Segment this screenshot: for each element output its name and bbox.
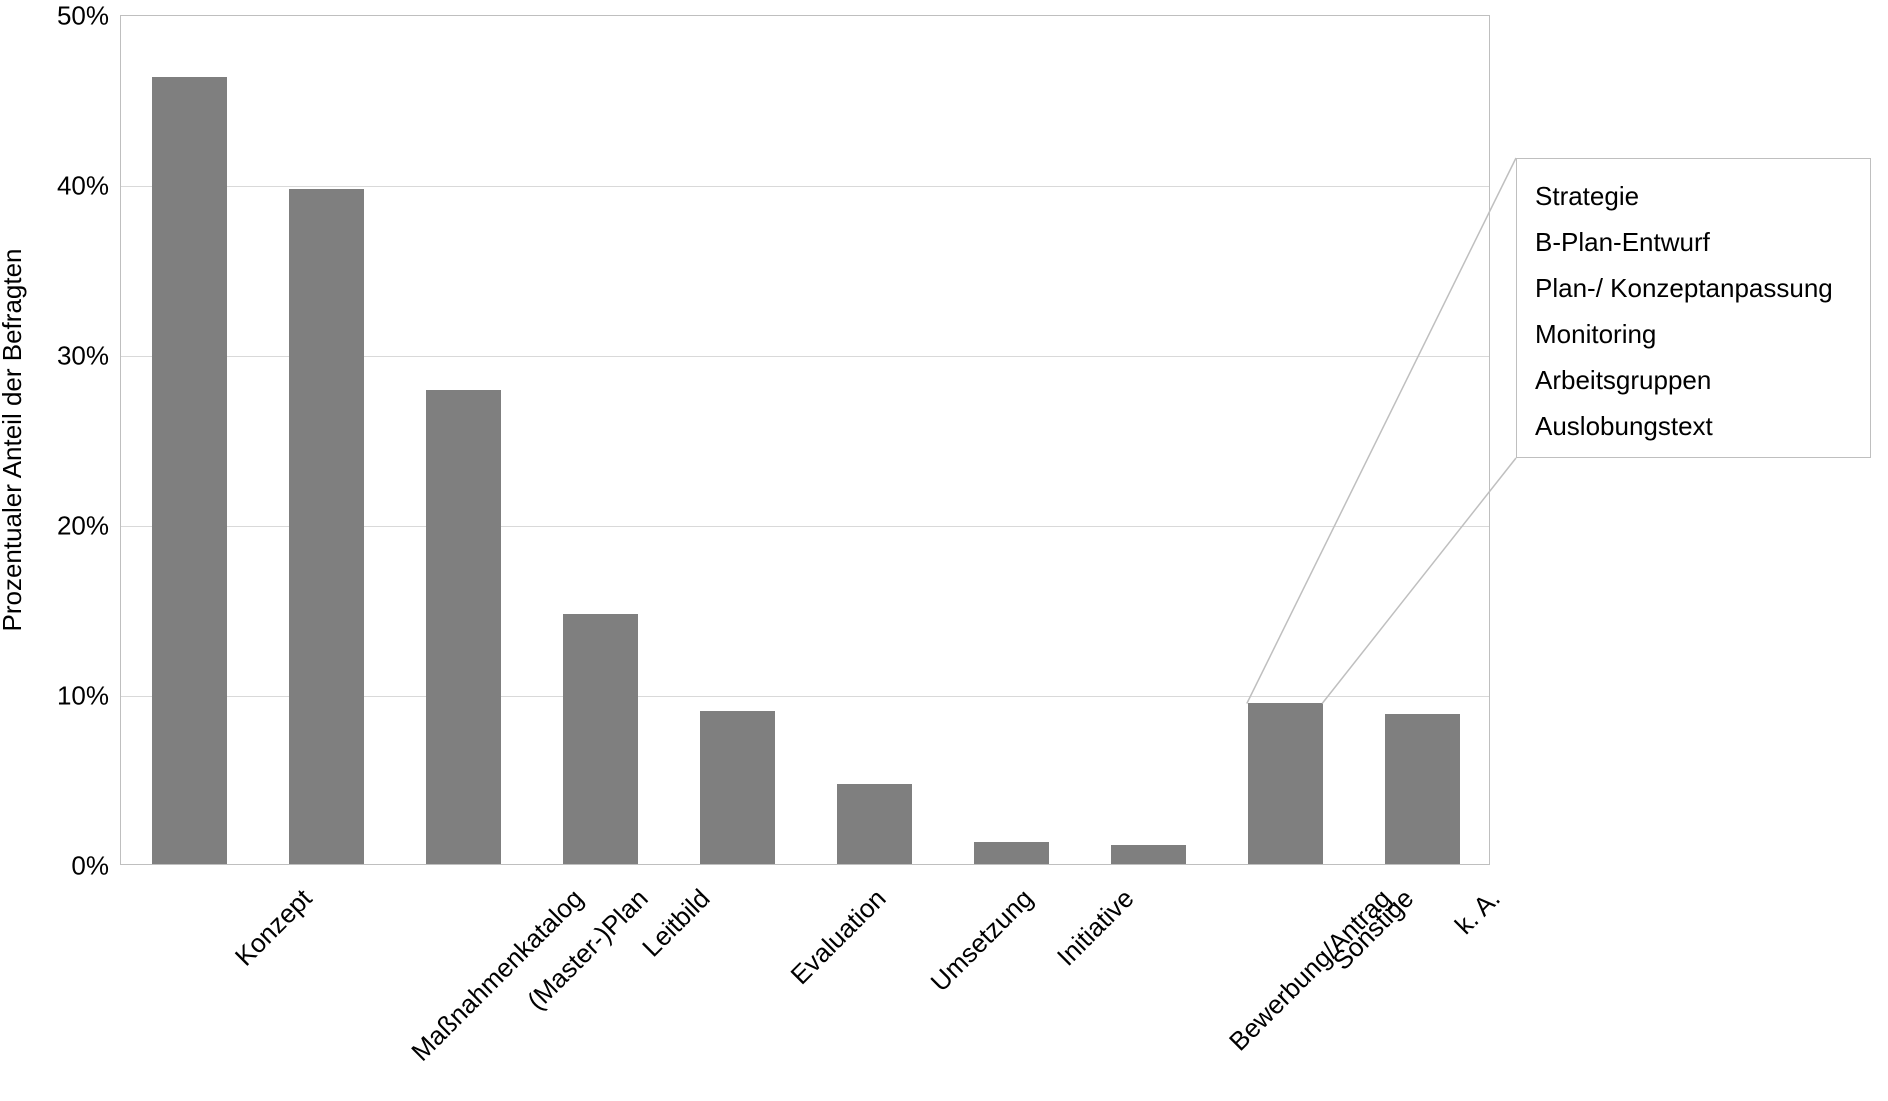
callout-connector (0, 0, 1888, 1101)
bar-chart: 0%10%20%30%40%50%Prozentualer Anteil der… (0, 0, 1888, 1101)
